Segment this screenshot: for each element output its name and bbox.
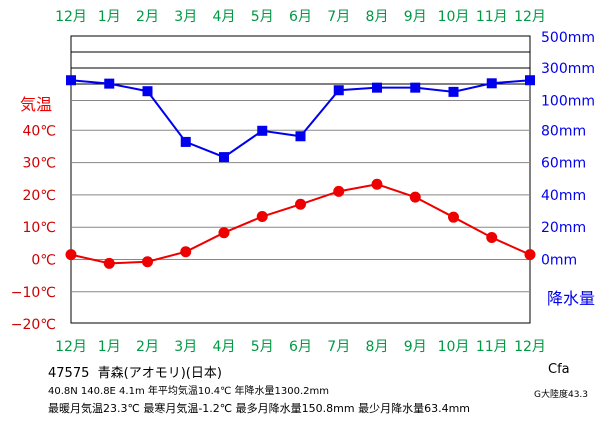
- continentality-index: G大陸度43.3: [534, 390, 589, 400]
- month-label: 10月: [438, 9, 470, 25]
- month-label: 11月: [476, 9, 508, 25]
- precipitation-tick-label: 100mm: [541, 94, 595, 110]
- temperature-point: [409, 191, 421, 203]
- precipitation-point: [372, 82, 382, 93]
- precipitation-point: [180, 136, 191, 147]
- month-label: 8月: [366, 9, 389, 25]
- month-label: 10月: [438, 339, 470, 355]
- temperature-tick-label: 0℃: [31, 253, 56, 269]
- temperature-point: [142, 256, 153, 268]
- temperature-tick-label: −20℃: [11, 317, 56, 333]
- precipitation-tick-label: 80mm: [541, 123, 586, 139]
- plot-frame: [70, 35, 531, 324]
- month-label: 4月: [213, 339, 236, 355]
- month-label: 9月: [404, 339, 427, 355]
- month-label: 12月: [55, 339, 87, 355]
- temperature-line: [70, 183, 531, 265]
- month-label: 12月: [514, 9, 546, 25]
- month-label: 1月: [98, 339, 121, 355]
- temperature-point: [486, 232, 498, 244]
- month-label: 5月: [251, 339, 274, 355]
- precipitation-point: [66, 75, 76, 86]
- precipitation-line: [70, 79, 531, 159]
- precipitation-tick-label: 300mm: [541, 61, 595, 77]
- temperature-point: [256, 211, 268, 223]
- climate-classification: Cfa: [548, 362, 570, 377]
- precipitation-point: [525, 75, 535, 86]
- series-markers: [65, 75, 536, 269]
- precipitation-point: [333, 85, 344, 96]
- precipitation-tick-labels: 500mm 300mm 100mm 80mm 60mm 40mm 20mm 0mm: [541, 30, 595, 269]
- month-label: 6月: [289, 9, 312, 25]
- temperature-tick-labels: 40℃ 30℃ 20℃ 10℃ 0℃ −10℃ −20℃: [11, 123, 56, 333]
- chart-grid: [70, 35, 531, 324]
- month-label: 9月: [404, 9, 427, 25]
- precipitation-point: [448, 86, 459, 97]
- temperature-axis-label: 気温: [20, 95, 52, 114]
- month-label: 5月: [251, 9, 274, 25]
- temperature-point: [218, 227, 230, 239]
- precipitation-point: [410, 82, 421, 93]
- month-label: 3月: [174, 339, 197, 355]
- month-label: 11月: [476, 339, 508, 355]
- precipitation-tick-label: 20mm: [541, 220, 586, 236]
- station-title: 47575 青森(アオモリ)(日本): [48, 362, 222, 381]
- month-label: 2月: [136, 339, 159, 355]
- precipitation-tick-label: 500mm: [541, 30, 595, 46]
- temperature-tick-label: 10℃: [22, 220, 56, 236]
- temperature-point: [371, 178, 383, 190]
- temperature-point: [65, 249, 77, 261]
- station-name: 青森(アオモリ)(日本): [97, 366, 222, 381]
- precipitation-tick-label: 40mm: [541, 188, 586, 204]
- precipitation-tick-label: 60mm: [541, 156, 586, 172]
- temperature-point: [333, 185, 345, 197]
- precipitation-point: [295, 131, 306, 142]
- precipitation-point: [219, 152, 229, 163]
- month-label: 8月: [366, 339, 389, 355]
- station-id: 47575: [48, 366, 90, 381]
- month-label: 2月: [136, 9, 159, 25]
- precipitation-point: [257, 125, 268, 136]
- station-details: 40.8N 140.8E 4.1m 年平均気温10.4℃ 年降水量1300.2m…: [48, 386, 330, 397]
- precipitation-point: [142, 86, 153, 97]
- precipitation-tick-label: 0mm: [541, 253, 577, 269]
- bottom-month-labels: 12月 1月 2月 3月 4月 5月 6月 7月 8月 9月 10月 11月 12月: [55, 339, 546, 355]
- precipitation-point: [104, 78, 115, 89]
- temperature-tick-label: −10℃: [11, 285, 56, 301]
- temperature-point: [524, 249, 536, 261]
- temperature-point: [103, 257, 115, 269]
- temperature-point: [295, 198, 306, 210]
- temperature-tick-label: 40℃: [22, 123, 56, 139]
- month-label: 12月: [55, 9, 87, 25]
- temperature-point: [180, 246, 192, 258]
- series-lines: [70, 79, 531, 265]
- month-label: 7月: [327, 9, 350, 25]
- precipitation-axis-label: 降水量: [547, 289, 595, 308]
- month-label: 7月: [327, 339, 350, 355]
- month-label: 3月: [174, 9, 197, 25]
- month-label: 6月: [289, 339, 312, 355]
- month-label: 4月: [213, 9, 236, 25]
- top-month-labels: 12月 1月 2月 3月 4月 5月 6月 7月 8月 9月 10月 11月 12月: [55, 9, 546, 25]
- station-extremes: 最暖月気温23.3℃ 最寒月気温-1.2℃ 最多月降水量150.8mm 最少月降…: [48, 402, 470, 415]
- month-label: 1月: [98, 9, 121, 25]
- month-label: 12月: [514, 339, 546, 355]
- temperature-tick-label: 20℃: [22, 188, 56, 204]
- temperature-point: [448, 211, 459, 223]
- precipitation-point: [486, 78, 497, 89]
- temperature-tick-label: 30℃: [22, 156, 56, 172]
